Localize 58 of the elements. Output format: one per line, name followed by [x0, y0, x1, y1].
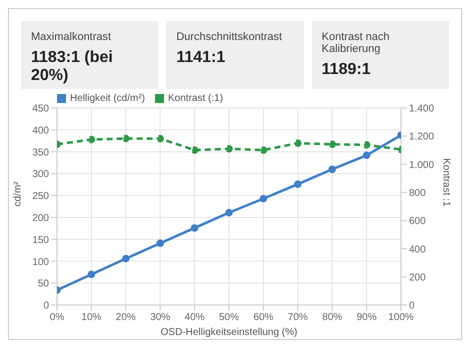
point — [294, 180, 302, 188]
x-tick-label: 0% — [50, 312, 64, 324]
y2-tick-label: 800 — [409, 188, 426, 199]
y-axis-title: cd/m² — [12, 180, 24, 206]
y-tick-label: 250 — [32, 191, 50, 202]
point — [156, 240, 164, 248]
point — [122, 134, 130, 142]
point — [88, 136, 96, 144]
x-tick-label: 70% — [288, 312, 308, 324]
point — [328, 166, 336, 174]
text: Kontrast nach Kalibrierung — [322, 31, 391, 55]
text: Maximalkontrast — [31, 31, 112, 43]
y2-tick-label: 1.200 — [409, 132, 434, 143]
legend-label: Helligkeit (cd/m²) — [70, 93, 146, 104]
x-axis-title: OSD-Helligkeitseinstellung (%) — [160, 327, 298, 338]
y2-tick-label: 0 — [409, 300, 415, 312]
y-tick-label: 300 — [32, 169, 50, 180]
y-tick-label: 350 — [32, 147, 50, 158]
y-tick-label: 400 — [32, 125, 50, 136]
point — [225, 208, 233, 216]
point — [156, 134, 164, 142]
x-tick-label: 40% — [184, 312, 205, 324]
point — [362, 141, 370, 149]
x-tick-label: 30% — [150, 312, 170, 324]
point — [260, 146, 268, 154]
y-tick-label: 50 — [38, 278, 50, 290]
y-tick-label: 200 — [32, 212, 50, 224]
x-tick-label: 20% — [116, 312, 136, 324]
legend-label: Kontrast (:1) — [168, 93, 224, 104]
point — [190, 146, 198, 154]
y2-tick-label: 1.400 — [409, 104, 434, 115]
y2-tick-label: 1.000 — [409, 160, 434, 171]
y2-tick-label: 200 — [409, 272, 426, 284]
y-tick-label: 0 — [43, 300, 50, 312]
point — [88, 270, 96, 278]
y-tick-label: 450 — [32, 104, 50, 115]
y-tick-label: 150 — [32, 234, 50, 246]
y2-tick-label: 600 — [409, 216, 426, 228]
x-tick-label: 60% — [253, 312, 274, 324]
y2-axis-title: Kontrast :1 — [440, 158, 452, 207]
point — [122, 254, 130, 262]
text: 1183:1 (bei 20%) — [31, 49, 114, 85]
x-tick-label: 50% — [218, 312, 240, 324]
point — [294, 139, 302, 147]
x-tick-label: 10% — [81, 312, 102, 324]
x-tick-label: 100% — [388, 312, 414, 324]
point — [190, 224, 198, 232]
point — [328, 140, 336, 148]
point — [225, 145, 233, 153]
x-tick-label: 90% — [356, 312, 377, 324]
y2-tick-label: 400 — [409, 244, 426, 256]
x-tick-label: 80% — [322, 312, 342, 324]
point — [260, 194, 268, 202]
text: Durchschnittskontrast — [176, 31, 284, 43]
text: 1141:1 — [176, 49, 226, 67]
text: 1189:1 — [322, 61, 372, 79]
y-tick-label: 100 — [32, 256, 50, 268]
point — [362, 152, 370, 160]
